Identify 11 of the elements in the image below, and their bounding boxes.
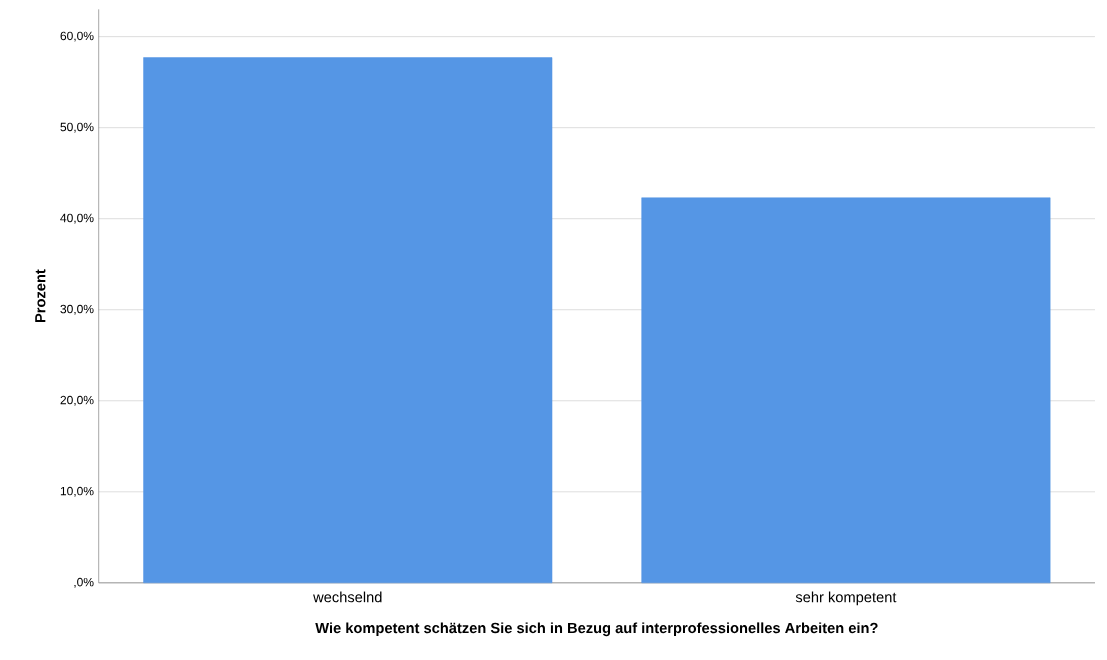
x-tick-label: sehr kompetent xyxy=(795,591,897,606)
y-tick-label: 30,0% xyxy=(60,304,94,315)
y-tick-label: ,0% xyxy=(74,577,94,588)
y-tick-label: 10,0% xyxy=(60,486,94,497)
y-axis-title: Prozent xyxy=(35,269,46,322)
y-tick-label: 20,0% xyxy=(60,395,94,406)
x-axis-title: Wie kompetent schätzen Sie sich in Bezug auf interprofessionelles Arbeiten ein? xyxy=(315,622,878,637)
y-tick-label: 50,0% xyxy=(60,122,94,133)
y-tick-label: 40,0% xyxy=(60,213,94,224)
y-tick-label: 60,0% xyxy=(60,31,94,42)
x-tick-label: wechselnd xyxy=(313,591,382,603)
